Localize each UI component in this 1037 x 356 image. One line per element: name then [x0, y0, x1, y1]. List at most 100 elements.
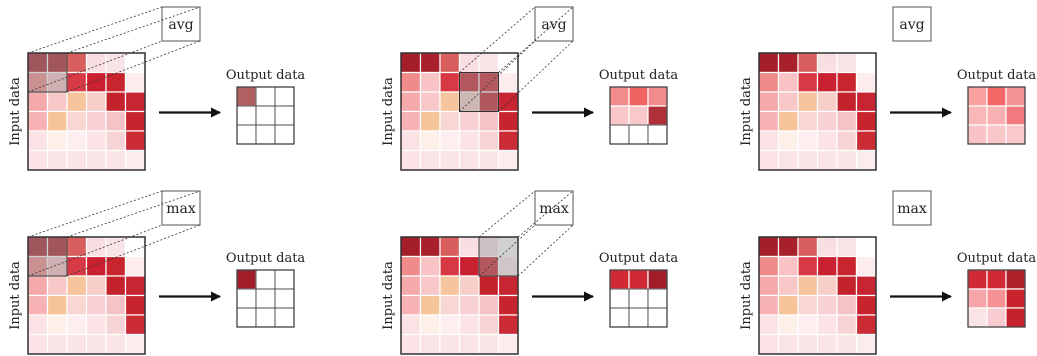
input-cell [27, 314, 49, 336]
input-cell [836, 236, 858, 258]
input-cell [400, 91, 422, 113]
input-data-label: Input data [381, 77, 396, 146]
input-cell [816, 255, 838, 277]
input-cell [497, 149, 519, 171]
input-cell [66, 333, 88, 355]
output-cell [1005, 288, 1026, 309]
input-cell [85, 236, 107, 258]
input-data-label: Input data [739, 261, 754, 330]
input-cell [419, 130, 441, 152]
projection-line [498, 40, 574, 112]
output-data-label: Output data [957, 68, 1037, 83]
input-grid-border [27, 52, 146, 171]
input-cell [497, 71, 519, 93]
input-cell [758, 314, 780, 336]
input-grid-border [758, 52, 877, 171]
input-cell [816, 314, 838, 336]
input-cell [400, 110, 422, 132]
input-data-label: Input data [739, 77, 754, 146]
input-cell [27, 91, 49, 113]
input-cell [66, 149, 88, 171]
input-cell [478, 52, 500, 74]
input-cell [458, 130, 480, 152]
input-cell [777, 52, 799, 74]
input-cell [124, 236, 146, 258]
input-cell [855, 91, 877, 113]
input-cell [816, 236, 838, 258]
input-cell [855, 236, 877, 258]
output-cell [967, 307, 988, 328]
input-cell [439, 91, 461, 113]
input-cell [478, 110, 500, 132]
projection-line [459, 40, 536, 112]
pooling-panel-avg-1: Input data avg Output data [8, 6, 305, 171]
input-cell [85, 130, 107, 152]
output-cell [1005, 105, 1026, 126]
input-cell [797, 110, 819, 132]
input-cell [478, 294, 500, 316]
input-cell [777, 149, 799, 171]
input-cell [46, 149, 68, 171]
input-cell [836, 333, 858, 355]
output-cell [628, 288, 649, 309]
input-grid-border [758, 236, 877, 355]
input-cell [758, 236, 780, 258]
output-cell [1005, 124, 1026, 145]
input-cell [439, 255, 461, 277]
output-cell [609, 105, 630, 126]
input-cell [124, 314, 146, 336]
projection-line [27, 190, 163, 238]
projection-line [27, 6, 163, 54]
input-cell [816, 333, 838, 355]
output-cell [967, 86, 988, 107]
input-cell [85, 333, 107, 355]
pooling-window [478, 236, 519, 277]
input-cell [400, 71, 422, 93]
input-cell [105, 130, 127, 152]
input-data-label: Input data [8, 261, 23, 330]
input-cell [855, 71, 877, 93]
projection-line [498, 6, 574, 73]
input-cell [124, 71, 146, 93]
input-cell [439, 314, 461, 336]
input-cell [836, 149, 858, 171]
output-cell [628, 124, 649, 145]
output-cell [274, 105, 295, 126]
input-grid [27, 52, 146, 171]
pooling-window [27, 236, 68, 277]
output-cell [647, 288, 668, 309]
input-cell [836, 71, 858, 93]
projection-line [478, 190, 536, 238]
input-cell [124, 333, 146, 355]
output-cell [628, 307, 649, 328]
output-cell [255, 86, 276, 107]
output-cell [255, 288, 276, 309]
input-cell [27, 333, 49, 355]
output-cell [274, 288, 295, 309]
output-grid [236, 269, 295, 328]
input-cell [836, 275, 858, 297]
input-cell [46, 130, 68, 152]
input-cell [777, 333, 799, 355]
input-cell [419, 275, 441, 297]
input-cell [419, 110, 441, 132]
input-cell [124, 294, 146, 316]
input-grid [27, 236, 146, 355]
pooling-panel-max-1: Input data max Output data [8, 190, 305, 355]
output-data-label: Output data [599, 251, 679, 266]
input-cell [797, 236, 819, 258]
input-cell [66, 255, 88, 277]
input-cell [124, 52, 146, 74]
output-cell [609, 288, 630, 309]
pooling-panel-max-2: Input data max Output data [381, 190, 679, 355]
input-cell [85, 149, 107, 171]
input-grid-border [400, 52, 519, 171]
input-cell [458, 255, 480, 277]
input-cell [85, 294, 107, 316]
input-cell [777, 110, 799, 132]
input-cell [46, 91, 68, 113]
operation-box: max [892, 190, 932, 226]
input-cell [497, 130, 519, 152]
input-cell [400, 314, 422, 336]
input-data-label: Input data [8, 77, 23, 146]
